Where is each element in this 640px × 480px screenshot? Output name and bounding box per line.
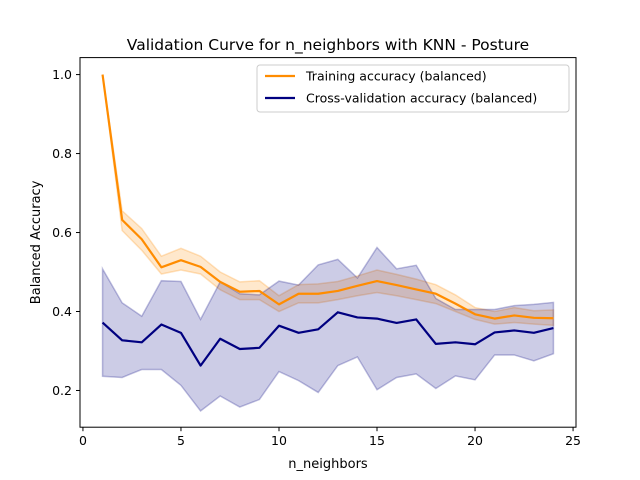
x-tick-label: 10 <box>271 433 287 448</box>
y-axis-ticks: 0.2 0.4 0.6 0.8 1.0 <box>52 67 80 398</box>
x-axis-ticks: 0 5 10 15 20 25 <box>79 427 581 448</box>
y-tick-label: 0.8 <box>52 146 72 161</box>
y-axis-label: Balanced Accuracy <box>29 180 44 304</box>
series-2-line <box>101 311 554 367</box>
y-tick-label: 0.2 <box>52 383 72 398</box>
series-1-line <box>101 74 554 320</box>
series-lines <box>101 74 554 367</box>
confidence-bands <box>101 74 555 413</box>
legend-box <box>256 64 570 113</box>
y-tick-label: 0.4 <box>52 304 72 319</box>
y-tick-label: 0.6 <box>52 225 72 240</box>
legend-label-2: Cross-validation accuracy (balanced) <box>306 91 537 106</box>
x-tick-label: 5 <box>177 433 185 448</box>
series-2-band <box>101 246 555 413</box>
chart-title: Validation Curve for n_neighbors with KN… <box>127 36 529 55</box>
legend-label-1: Training accuracy (balanced) <box>305 69 487 84</box>
plot-frame <box>79 57 577 428</box>
y-tick-label: 1.0 <box>52 67 72 82</box>
x-axis-label: n_neighbors <box>288 457 368 472</box>
x-tick-label: 20 <box>467 433 483 448</box>
x-tick-label: 0 <box>79 433 87 448</box>
x-tick-label: 25 <box>565 433 581 448</box>
x-tick-label: 15 <box>369 433 385 448</box>
legend: Training accuracy (balanced) Cross-valida… <box>256 64 570 113</box>
